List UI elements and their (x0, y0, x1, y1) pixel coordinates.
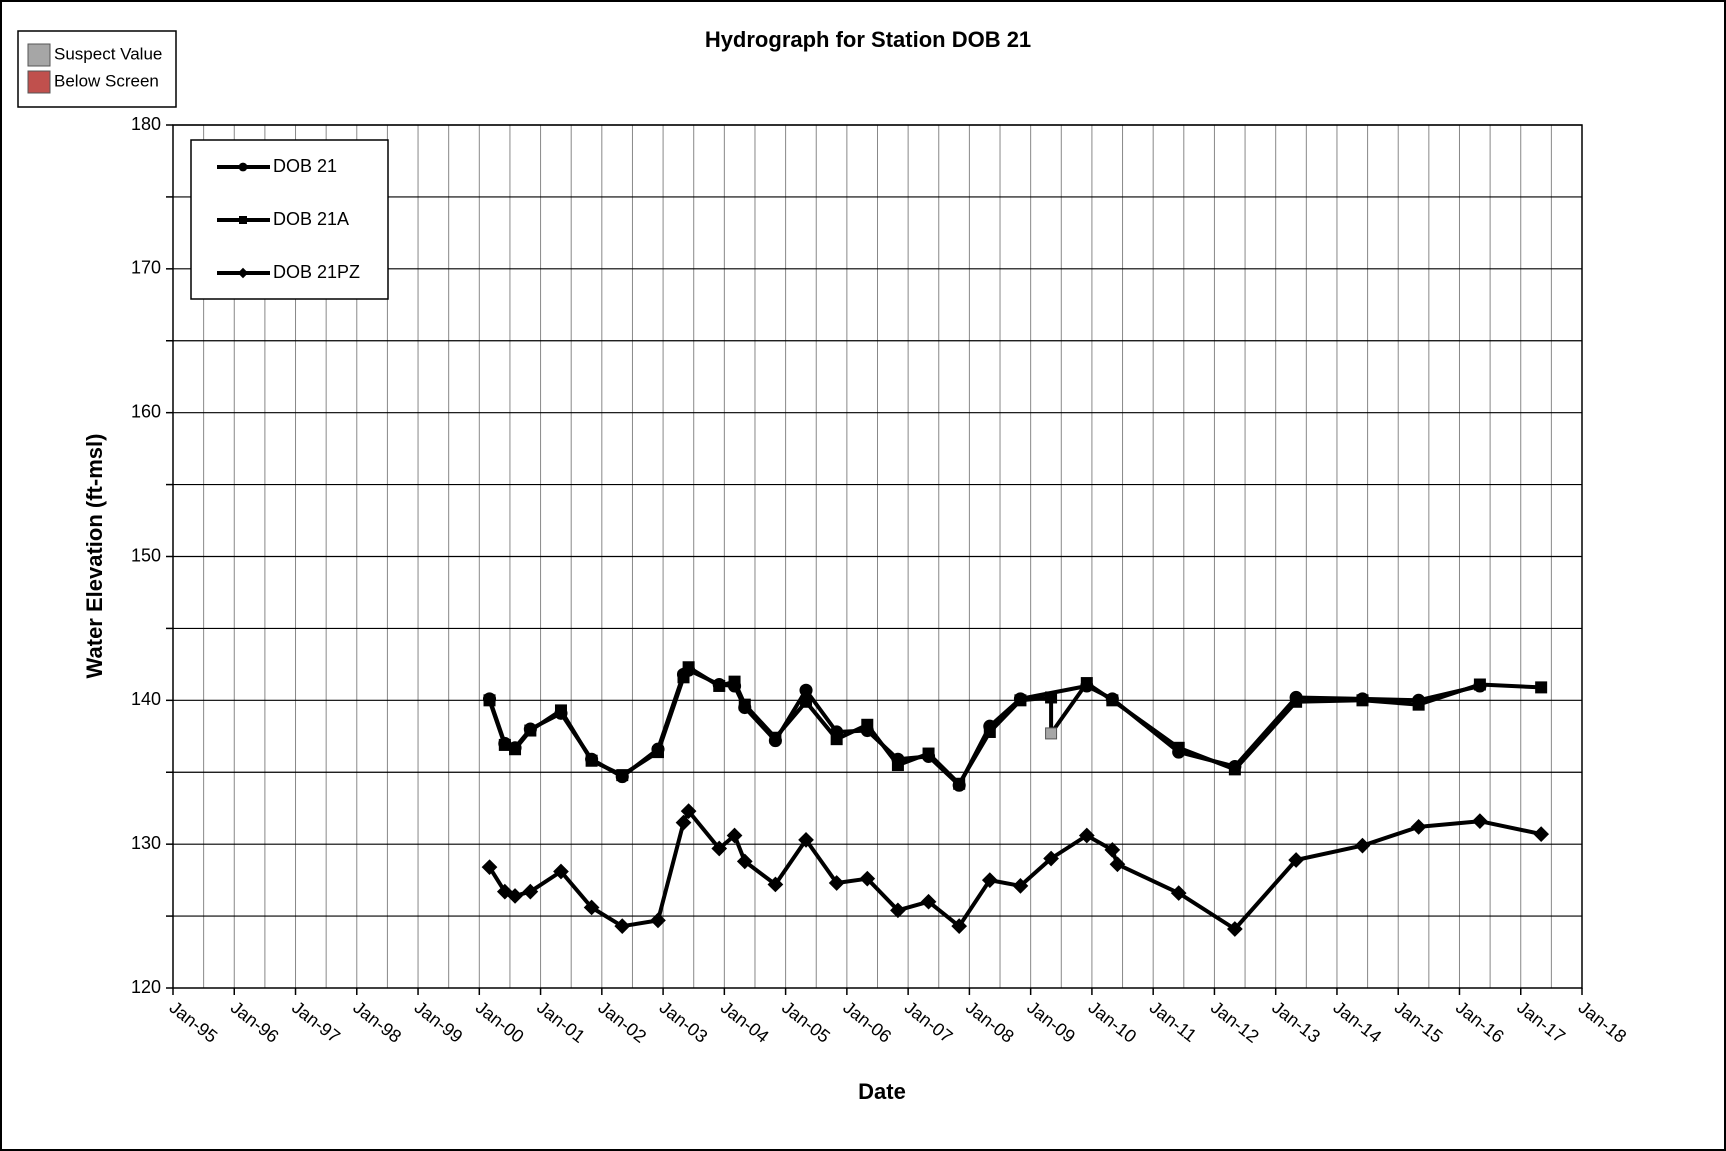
chart-title: Hydrograph for Station DOB 21 (705, 27, 1031, 52)
data-point (1356, 694, 1369, 707)
data-point (1045, 691, 1058, 704)
data-point (680, 803, 697, 819)
y-tick-label: 160 (131, 401, 161, 421)
y-tick-label: 170 (131, 258, 161, 278)
y-tick-label: 150 (131, 545, 161, 565)
data-point (1288, 852, 1304, 868)
legend-label: DOB 21 (273, 156, 337, 176)
data-point (890, 902, 906, 919)
data-point (922, 747, 935, 760)
data-point (799, 683, 813, 697)
data-point (1535, 681, 1548, 694)
data-point (713, 679, 726, 692)
data-point (677, 671, 690, 684)
y-tick-label: 140 (131, 689, 161, 709)
data-point (1078, 827, 1095, 844)
data-point (682, 661, 695, 674)
data-point (1412, 698, 1425, 711)
flag-label: Below Screen (54, 71, 159, 90)
data-point (554, 704, 567, 717)
data-point (1354, 837, 1371, 854)
data-point (859, 870, 876, 887)
data-point (830, 733, 843, 746)
data-point (920, 893, 937, 910)
data-point (1170, 885, 1187, 901)
data-point (524, 724, 537, 737)
data-point (1533, 826, 1550, 842)
data-point (891, 759, 904, 772)
x-axis-label: Date (858, 1079, 906, 1104)
data-point (1228, 763, 1241, 776)
data-point (800, 695, 813, 708)
data-point (798, 831, 814, 848)
data-point (1043, 850, 1059, 867)
data-point (711, 840, 728, 857)
data-point (951, 918, 968, 935)
data-point (769, 731, 782, 744)
flag-swatch (27, 70, 51, 94)
data-point (1080, 677, 1093, 690)
data-point (675, 814, 692, 831)
data-point (583, 899, 600, 916)
data-point (585, 754, 598, 767)
data-point (767, 876, 784, 893)
data-point (650, 912, 666, 929)
data-point (553, 863, 569, 880)
legend-marker (237, 267, 249, 279)
flag-label: Suspect Value (54, 44, 162, 63)
data-point (828, 875, 845, 891)
data-point (616, 769, 629, 782)
legend-marker (239, 216, 247, 224)
data-point (726, 827, 743, 844)
flag-legend-box (17, 30, 177, 108)
data-point (1226, 921, 1243, 937)
y-axis-label: Water Elevation (ft-msl) (82, 434, 107, 679)
data-point (1472, 813, 1488, 830)
data-point (736, 853, 753, 870)
data-point (522, 883, 539, 900)
y-tick-label: 120 (131, 977, 161, 997)
legend-label: DOB 21PZ (273, 262, 360, 282)
flag-swatch (27, 43, 51, 67)
plot-border (172, 124, 1583, 989)
data-point (614, 918, 631, 935)
data-point (1109, 856, 1126, 873)
data-point (738, 698, 751, 711)
data-point (983, 725, 996, 738)
data-point (1290, 695, 1303, 708)
data-point (1014, 694, 1027, 707)
data-point (981, 872, 998, 888)
legend-marker (238, 162, 248, 172)
data-point (651, 746, 664, 759)
data-point (953, 777, 966, 790)
data-point (1473, 678, 1486, 691)
data-point (728, 675, 741, 688)
data-point (1104, 842, 1121, 858)
data-point (861, 718, 874, 731)
data-point (1172, 741, 1185, 754)
y-tick-label: 130 (131, 833, 161, 853)
data-point (483, 694, 496, 707)
y-tick-label: 180 (131, 114, 161, 134)
legend-label: DOB 21A (273, 209, 349, 229)
data-point (496, 883, 513, 900)
data-point (1410, 819, 1427, 835)
data-point (481, 859, 498, 876)
data-point (498, 738, 511, 751)
data-point (1045, 727, 1058, 740)
data-point (1012, 878, 1029, 894)
data-point (509, 743, 522, 756)
data-point (1106, 694, 1119, 707)
data-point (507, 888, 523, 904)
